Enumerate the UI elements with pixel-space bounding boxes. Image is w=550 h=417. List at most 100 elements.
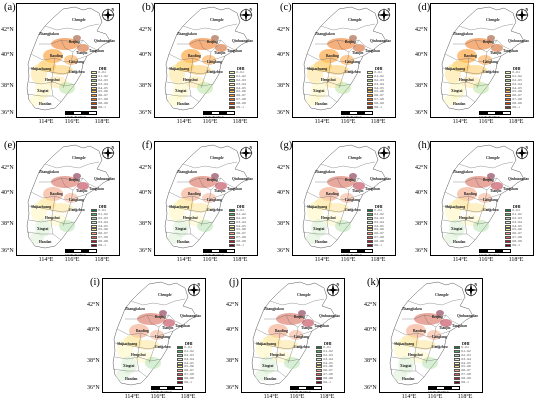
legend-class-label: 0 – 0.1 [512,209,520,213]
city-label: Xingtai [451,227,463,231]
city-label: Langfang [207,60,222,64]
latitude-tick-label: 42°N [139,165,152,171]
city-label: Xingtai [400,364,412,368]
city-label: Tianjin [76,189,88,193]
legend-class-label: 0.3 – 0.4 [98,220,108,224]
map-frame: N Chengde Zhangjiakou Beijing Qinhuangdao Ta… [102,278,206,393]
city-label: Shijiazhuang [31,67,52,71]
legend-swatch [91,101,97,105]
city-label: Shijiazhuang [117,342,138,346]
longitude-tick-label: 118°E [94,257,110,263]
province-map [302,144,387,249]
legend-entry: 0.2 – 0.3 [316,353,343,358]
dhi-patch [436,310,444,316]
legend-class-label: 0 – 0.1 [236,209,244,213]
legend-entry: 0.6 – 0.7 [91,232,118,236]
dhi-patch [422,357,438,369]
legend-swatch [229,105,235,109]
province-map [440,6,525,111]
longitude-tick-label: 116°E [340,119,356,125]
legend: DHI 0 – 0.1 0.1 – 0.2 0.2 – 0.3 0.3 – 0.… [367,66,394,109]
city-label: Qinhuangdao [370,39,391,43]
legend-entry: 0.8 – 0.9 [367,101,394,105]
legend-entry: 0.3 – 0.4 [505,82,532,86]
longitude-tick-label: 118°E [370,119,386,125]
legend-swatch [454,357,460,361]
city-label: Beijing [207,178,218,182]
legend-class-label: 0.1 – 0.2 [323,350,333,354]
city-label: Handan [264,377,277,381]
longitude-tick-label: 116°E [64,257,80,263]
legend-class-label: 0.1 – 0.2 [374,213,384,217]
scale-bar-ticks: 0 45 90 180 270 [203,115,220,118]
scale-bar: 0 45 90 180 270 km [65,249,97,255]
panel-label: (f) [142,140,153,151]
city-label: Beijing [432,315,443,319]
city-boundary [130,298,186,306]
legend-entry: 0.9 – 1 [454,380,481,384]
city-boundary [30,191,88,201]
city-boundary [413,332,419,372]
latitude-tick-label: 40°N [415,190,428,196]
legend-entry: 0.8 – 0.9 [316,376,343,380]
legend-swatch [229,209,235,213]
legend-class-label: 0.8 – 0.9 [98,239,108,243]
legend-entry: 0.7 – 0.8 [229,235,256,240]
legend-swatch [229,216,235,220]
legend-entry: 0.5 – 0.6 [316,365,343,369]
city-boundary [166,67,216,75]
city-label: Handan [177,102,190,106]
city-boundary [136,332,142,372]
scale-bar-unit: km [358,253,362,256]
legend-swatch [454,369,460,373]
legend-swatch [91,105,97,109]
city-label: Shijiazhuang [307,205,328,209]
city-boundary [28,205,78,213]
legend-class-label: 0.5 – 0.6 [461,365,471,369]
legend-swatch [91,71,97,75]
city-label: Hengshui [183,216,198,220]
dhi-patch [77,182,89,190]
city-boundary [302,93,338,103]
city-label: Baoding [188,192,201,196]
scale-bar-ticks: 0 45 90 180 270 [290,390,307,393]
city-label: Langfang [155,335,170,339]
dhi-patch [137,313,165,325]
legend-class-label: 0.9 – 1 [236,243,244,247]
city-label: Shijiazhuang [445,205,466,209]
legend-class-label: 0 – 0.1 [323,346,331,350]
legend-swatch [229,86,235,90]
city-boundary [188,195,194,235]
legend-swatch [367,105,373,109]
city-label: Tianjin [214,189,226,193]
legend-swatch [454,353,460,357]
legend-entry: 0 – 0.1 [367,71,394,75]
compass-north-letter: N [250,146,253,150]
legend-swatch [316,369,322,373]
city-label: Xingtai [123,364,135,368]
legend-entry: 0.9 – 1 [505,105,532,109]
dhi-patch [129,324,149,338]
legend-swatch [505,71,511,75]
map-panel: (d) 42°N 40°N 38°N 36°N 114°E 116°E 118°E N Che… [415,2,534,129]
city-label: Hengshui [131,353,146,357]
legend-entry: 0.3 – 0.4 [454,357,481,361]
city-label: Baoding [50,192,63,196]
legend-entry: 0 – 0.1 [505,71,532,75]
legend-class-label: 0.2 – 0.3 [512,78,522,82]
legend-class-label: 0.8 – 0.9 [236,239,246,243]
legend-entry: 0.1 – 0.2 [91,213,118,217]
compass-north-letter: N [388,146,391,150]
legend-entry: 0.2 – 0.3 [505,216,532,221]
legend: DHI 0 – 0.1 0.1 – 0.2 0.2 – 0.3 0.3 – 0.… [505,204,532,247]
dhi-patch [465,38,493,50]
dhi-patch [73,173,81,179]
legend-class-label: 0.5 – 0.6 [236,228,246,232]
city-label: Baoding [326,54,339,58]
latitude-tick-label: 42°N [139,27,152,33]
scale-bar: 0 45 90 180 270 km [151,386,183,392]
dhi-patch [491,182,503,190]
legend-swatch [177,365,183,369]
legend-class-label: 0.7 – 0.8 [236,97,246,101]
legend-swatch [177,376,183,380]
